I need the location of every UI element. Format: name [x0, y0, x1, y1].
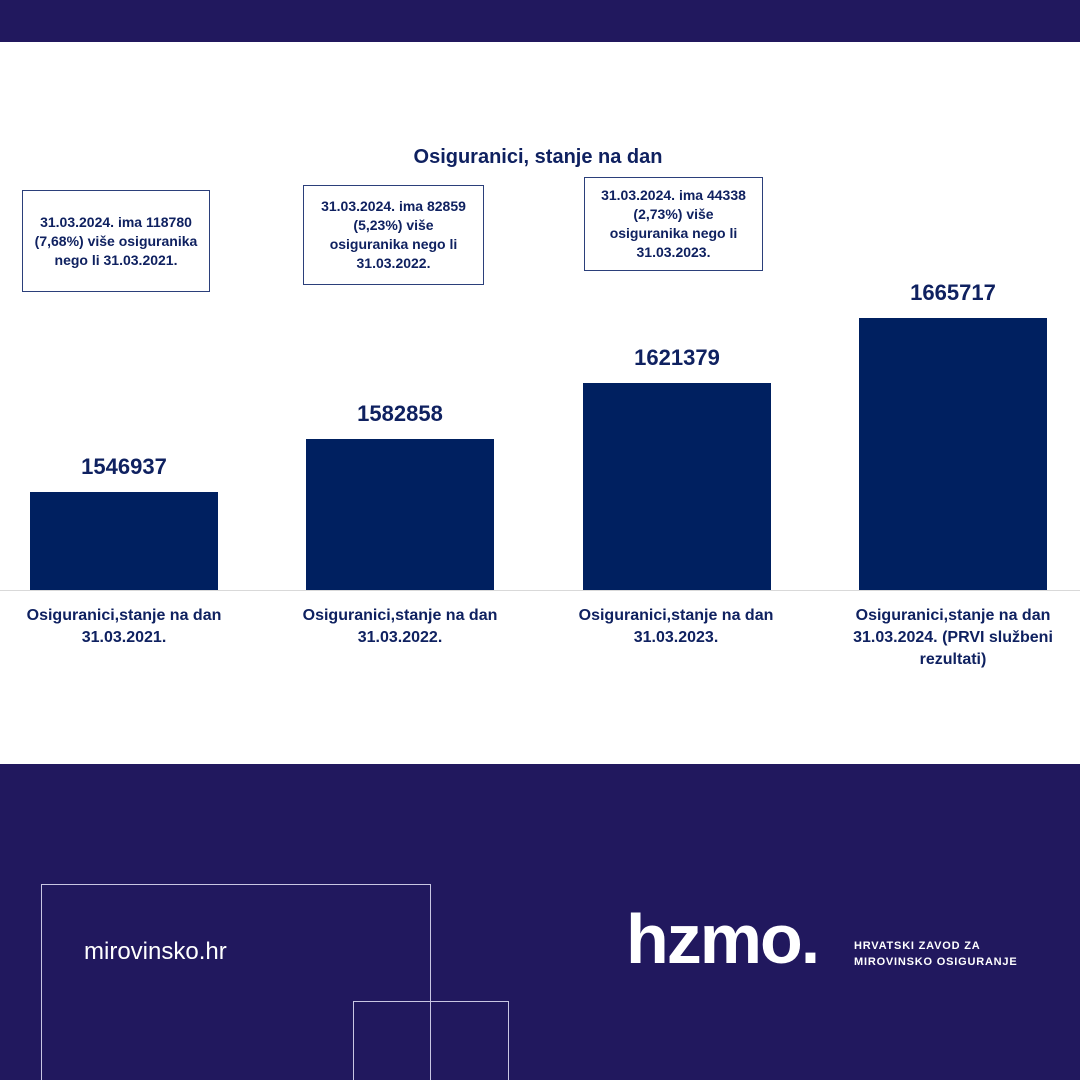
category-label-2023: Osiguranici,stanje na dan 31.03.2023. — [578, 607, 774, 646]
bar-value-label: 1582858 — [357, 401, 443, 427]
footer: mirovinsko.hr hzmo. HRVATSKI ZAVOD ZA MI… — [0, 764, 1080, 1080]
bar-2024 — [859, 318, 1047, 590]
bar-2023 — [583, 383, 771, 590]
top-band — [0, 0, 1080, 42]
category-label-2024: Osiguranici,stanje na dan 31.03.2024. (P… — [853, 607, 1053, 668]
bar-value-label: 1665717 — [910, 280, 996, 306]
annotation-box-2022: 31.03.2024. ima 82859 (5,23%) više osigu… — [303, 185, 484, 285]
annotation-text: 31.03.2024. ima 82859 (5,23%) više osigu… — [321, 198, 466, 271]
logo-subtitle-line2: MIROVINSKO OSIGURANJE — [854, 956, 1018, 968]
hzmo-logo: hzmo. — [626, 900, 820, 978]
annotation-box-2023: 31.03.2024. ima 44338 (2,73%) više osigu… — [584, 177, 763, 271]
logo-subtitle: HRVATSKI ZAVOD ZA MIROVINSKO OSIGURANJE — [854, 938, 1017, 970]
bar-2022 — [306, 439, 494, 590]
annotation-text: 31.03.2024. ima 44338 (2,73%) više osigu… — [601, 187, 746, 260]
annotation-text: 31.03.2024. ima 118780 (7,68%) više osig… — [34, 213, 198, 268]
decorative-frame-small — [353, 1001, 509, 1080]
decorative-frame — [41, 884, 431, 1080]
website-link[interactable]: mirovinsko.hr — [84, 938, 227, 965]
annotation-box-2021: 31.03.2024. ima 118780 (7,68%) više osig… — [22, 190, 210, 292]
chart-baseline — [0, 590, 1080, 591]
category-label-2021: Osiguranici,stanje na dan 31.03.2021. — [26, 607, 222, 646]
bar-2021 — [30, 492, 218, 590]
category-label-2022: Osiguranici,stanje na dan 31.03.2022. — [302, 607, 498, 646]
bar-value-label: 1621379 — [634, 345, 720, 371]
logo-subtitle-line1: HRVATSKI ZAVOD ZA — [854, 940, 981, 952]
chart-title: Osiguranici, stanje na dan — [413, 146, 663, 168]
bar-value-label: 1546937 — [81, 454, 167, 480]
